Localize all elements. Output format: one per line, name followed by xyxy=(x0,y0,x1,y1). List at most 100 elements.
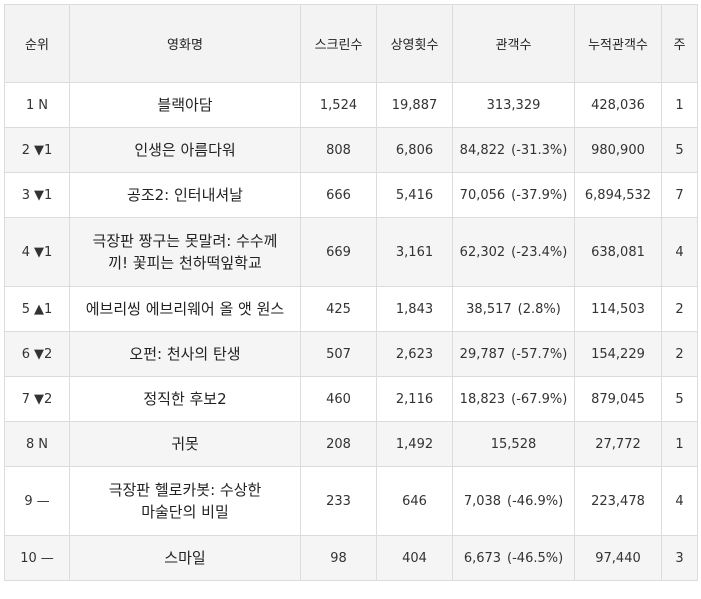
header-audience: 관객수 xyxy=(452,4,575,83)
rank-cell: 3 ▼1 xyxy=(4,172,70,218)
audience-cell: 18,823 (-67.9%) xyxy=(452,376,575,422)
movie-title-line: 끼! 꽃피는 천하떡잎학교 xyxy=(108,254,262,272)
rank-number: 6 xyxy=(21,346,30,362)
cumulative-cell: 223,478 xyxy=(574,466,662,536)
cumulative-cell: 97,440 xyxy=(574,535,662,581)
movie-title[interactable]: 스마일 xyxy=(69,535,301,581)
table-row: 5 ▲1 에브리씽 에브리웨어 올 앳 원스 425 1,843 38,517 (2… xyxy=(4,286,698,332)
rank-cell: 10— xyxy=(4,535,70,581)
audience-cell: 29,787 (-57.7%) xyxy=(452,331,575,377)
rank-change: ▼2 xyxy=(34,391,53,407)
audience-value: 29,787 xyxy=(459,346,506,362)
movie-title-line: 극장판 헬로카봇: 수상한 xyxy=(108,481,262,499)
showings-cell: 646 xyxy=(376,466,453,536)
header-title: 영화명 xyxy=(69,4,301,83)
weeks-cell: 5 xyxy=(661,127,698,173)
cumulative-cell: 980,900 xyxy=(574,127,662,173)
table-header-row: 순위 영화명 스크린수 상영횟수 관객수 누적관객수 주 xyxy=(4,4,698,83)
rank-cell: 4 ▼1 xyxy=(4,217,70,287)
showings-cell: 5,416 xyxy=(376,172,453,218)
audience-value: 18,823 xyxy=(459,391,506,407)
showings-cell: 1,843 xyxy=(376,286,453,332)
audience-value: 70,056 xyxy=(459,187,506,203)
table-row: 10— 스마일 98 404 6,673 (-46.5%) 97,440 3 xyxy=(4,535,698,581)
header-showings: 상영횟수 xyxy=(376,4,453,83)
audience-value: 313,329 xyxy=(486,97,541,113)
audience-change: (-31.3%) xyxy=(511,142,568,158)
showings-cell: 3,161 xyxy=(376,217,453,287)
audience-cell: 313,329 xyxy=(452,82,575,128)
rank-change: N xyxy=(38,97,48,113)
rank-change: — xyxy=(36,493,50,509)
weeks-cell: 3 xyxy=(661,535,698,581)
weeks-cell: 7 xyxy=(661,172,698,218)
rank-number: 4 xyxy=(21,244,30,260)
rank-change: ▼2 xyxy=(34,346,53,362)
cumulative-cell: 428,036 xyxy=(574,82,662,128)
movie-title[interactable]: 에브리씽 에브리웨어 올 앳 원스 xyxy=(69,286,301,332)
screens-cell: 1,524 xyxy=(300,82,377,128)
movie-title[interactable]: 인생은 아름다워 xyxy=(69,127,301,173)
audience-cell: 62,302 (-23.4%) xyxy=(452,217,575,287)
table-row: 2 ▼1 인생은 아름다워 808 6,806 84,822 (-31.3%) 98… xyxy=(4,127,698,173)
audience-change: (-46.5%) xyxy=(507,550,564,566)
movie-title[interactable]: 블랙아담 xyxy=(69,82,301,128)
audience-change: (2.8%) xyxy=(517,301,561,317)
weeks-cell: 2 xyxy=(661,286,698,332)
audience-change: (-67.9%) xyxy=(511,391,568,407)
table-row: 7 ▼2 정직한 후보2 460 2,116 18,823 (-67.9%) 879… xyxy=(4,376,698,422)
weeks-cell: 4 xyxy=(661,217,698,287)
screens-cell: 507 xyxy=(300,331,377,377)
showings-cell: 2,116 xyxy=(376,376,453,422)
audience-change: (-46.9%) xyxy=(507,493,564,509)
audience-cell: 7,038 (-46.9%) xyxy=(452,466,575,536)
rank-number: 9 xyxy=(24,493,33,509)
rank-number: 8 xyxy=(25,436,35,452)
movie-title-line: 마술단의 비밀 xyxy=(141,503,229,521)
audience-change: (-37.9%) xyxy=(511,187,568,203)
movie-title[interactable]: 귀못 xyxy=(69,421,301,467)
rank-change: — xyxy=(40,550,54,566)
showings-cell: 2,623 xyxy=(376,331,453,377)
rank-number: 7 xyxy=(21,391,30,407)
header-rank: 순위 xyxy=(4,4,70,83)
screens-cell: 808 xyxy=(300,127,377,173)
header-weeks: 주 xyxy=(661,4,698,83)
table-row: 6 ▼2 오펀: 천사의 탄생 507 2,623 29,787 (-57.7%) … xyxy=(4,331,698,377)
screens-cell: 233 xyxy=(300,466,377,536)
audience-cell: 15,528 xyxy=(452,421,575,467)
rank-change: ▼1 xyxy=(34,187,53,203)
cumulative-cell: 6,894,532 xyxy=(574,172,662,218)
weeks-cell: 2 xyxy=(661,331,698,377)
weeks-cell: 4 xyxy=(661,466,698,536)
movie-title[interactable]: 오펀: 천사의 탄생 xyxy=(69,331,301,377)
rank-number: 3 xyxy=(21,187,30,203)
movie-title[interactable]: 정직한 후보2 xyxy=(69,376,301,422)
movie-title[interactable]: 공조2: 인터내셔날 xyxy=(69,172,301,218)
movie-title-line: 극장판 짱구는 못말려: 수수께 xyxy=(92,232,278,250)
rank-number: 2 xyxy=(21,142,30,158)
screens-cell: 669 xyxy=(300,217,377,287)
screens-cell: 425 xyxy=(300,286,377,332)
rank-change: ▼1 xyxy=(34,142,53,158)
rank-cell: 7 ▼2 xyxy=(4,376,70,422)
rank-change: N xyxy=(38,436,48,452)
weeks-cell: 5 xyxy=(661,376,698,422)
cumulative-cell: 879,045 xyxy=(574,376,662,422)
showings-cell: 1,492 xyxy=(376,421,453,467)
audience-value: 62,302 xyxy=(459,244,506,260)
rank-cell: 9— xyxy=(4,466,70,536)
audience-cell: 38,517 (2.8%) xyxy=(452,286,575,332)
showings-cell: 404 xyxy=(376,535,453,581)
cumulative-cell: 27,772 xyxy=(574,421,662,467)
